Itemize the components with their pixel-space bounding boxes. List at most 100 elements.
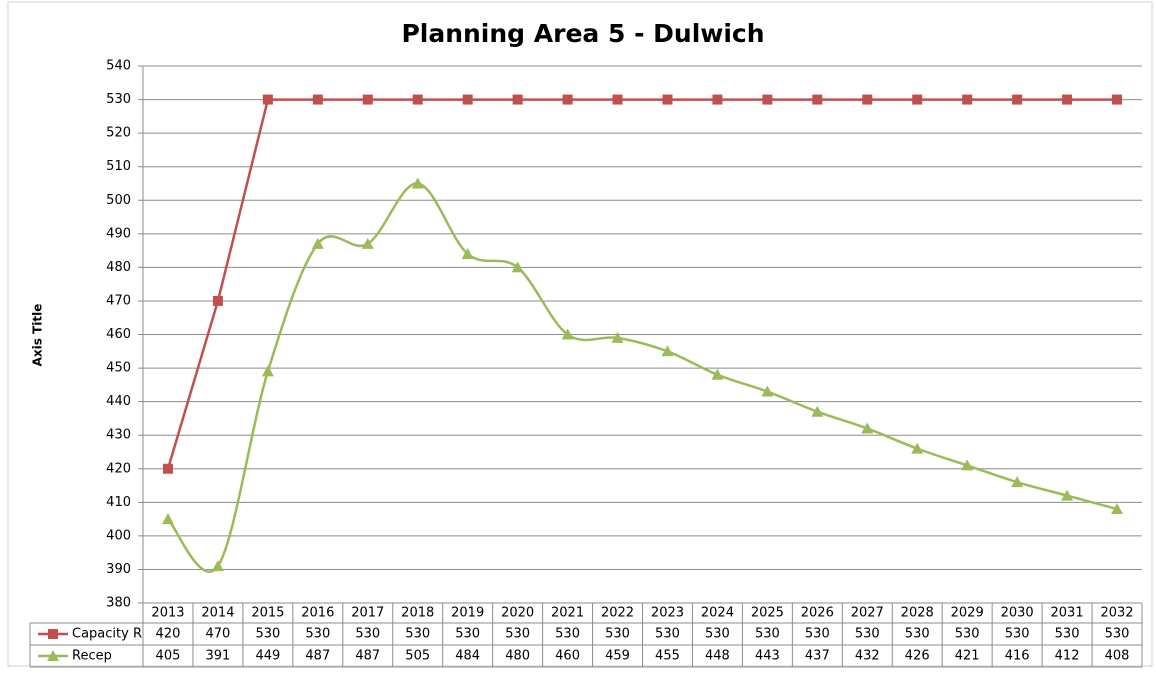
x-tick-label: 2018 [401, 606, 434, 621]
x-tick-label: 2016 [301, 606, 334, 621]
marker [212, 295, 223, 306]
marker [262, 94, 273, 105]
x-tick-label: 2028 [901, 606, 934, 621]
marker [712, 94, 723, 105]
x-tick-label: 2021 [551, 606, 584, 621]
table-value: 530 [755, 627, 780, 642]
marker [161, 513, 174, 525]
table-value: 530 [355, 627, 380, 642]
y-tick-label: 400 [106, 528, 131, 543]
y-tick-label: 510 [106, 159, 131, 174]
table-value: 530 [555, 627, 580, 642]
table-value: 530 [1005, 627, 1030, 642]
marker [461, 247, 474, 259]
y-tick-label: 460 [106, 327, 131, 342]
table-value: 530 [1105, 627, 1130, 642]
marker [762, 94, 773, 105]
table-value: 530 [805, 627, 830, 642]
marker [861, 422, 874, 434]
table-value: 530 [955, 627, 980, 642]
marker [311, 237, 324, 249]
x-tick-label: 2030 [1001, 606, 1034, 621]
marker [411, 177, 424, 189]
y-axis-title: Axis Title [31, 304, 45, 367]
table-value: 416 [1005, 649, 1030, 664]
marker [562, 94, 573, 105]
x-tick-label: 2027 [851, 606, 884, 621]
marker [662, 94, 673, 105]
x-tick-label: 2015 [251, 606, 284, 621]
legend-marker [48, 629, 58, 639]
y-tick-label: 540 [106, 59, 131, 74]
y-tick-label: 380 [106, 596, 131, 611]
table-value: 443 [755, 649, 780, 664]
marker [1011, 476, 1024, 488]
marker [1112, 94, 1123, 105]
marker [1062, 94, 1073, 105]
table-value: 487 [355, 649, 380, 664]
marker [261, 365, 274, 377]
x-tick-label: 2017 [351, 606, 384, 621]
marker [912, 94, 923, 105]
x-tick-label: 2032 [1100, 606, 1133, 621]
marker [561, 328, 574, 340]
marker [162, 463, 173, 474]
x-tick-label: 2023 [651, 606, 684, 621]
y-tick-label: 470 [106, 293, 131, 308]
marker [462, 94, 473, 105]
chart-title: Planning Area 5 - Dulwich [401, 19, 764, 48]
marker [811, 405, 824, 417]
table-value: 530 [455, 627, 480, 642]
marker [1012, 94, 1023, 105]
legend-label: Recep [72, 649, 112, 664]
table-value: 530 [905, 627, 930, 642]
x-tick-label: 2024 [701, 606, 734, 621]
y-tick-label: 500 [106, 193, 131, 208]
table-value: 530 [305, 627, 330, 642]
table-value: 530 [705, 627, 730, 642]
marker [211, 560, 224, 572]
table-value: 455 [655, 649, 680, 664]
table-value: 448 [705, 649, 730, 664]
table-value: 530 [1055, 627, 1080, 642]
y-tick-label: 440 [106, 394, 131, 409]
marker [962, 94, 973, 105]
marker [612, 94, 623, 105]
marker [312, 94, 323, 105]
table-value: 530 [405, 627, 430, 642]
table-value: 470 [206, 627, 231, 642]
marker [362, 94, 373, 105]
legend-marker [47, 650, 59, 661]
table-value: 530 [505, 627, 530, 642]
marker [761, 385, 774, 397]
table-value: 505 [405, 649, 430, 664]
marker [412, 94, 423, 105]
x-tick-label: 2029 [951, 606, 984, 621]
marker [361, 237, 374, 249]
table-value: 391 [206, 649, 231, 664]
table-value: 412 [1055, 649, 1080, 664]
x-tick-label: 2014 [201, 606, 234, 621]
x-tick-label: 2022 [601, 606, 634, 621]
marker [511, 261, 524, 273]
marker [961, 459, 974, 471]
marker [661, 345, 674, 357]
marker [862, 94, 873, 105]
series-line [166, 98, 1118, 470]
marker [911, 442, 924, 454]
table-value: 420 [156, 627, 181, 642]
x-tick-label: 2025 [751, 606, 784, 621]
y-tick-label: 530 [106, 92, 131, 107]
marker [812, 94, 823, 105]
y-tick-label: 450 [106, 361, 131, 376]
table-value: 421 [955, 649, 980, 664]
table-value: 480 [505, 649, 530, 664]
table-value: 437 [805, 649, 830, 664]
marker [611, 331, 624, 343]
table-value: 432 [855, 649, 880, 664]
table-value: 426 [905, 649, 930, 664]
x-tick-label: 2020 [501, 606, 534, 621]
table-value: 408 [1105, 649, 1130, 664]
table-value: 405 [156, 649, 181, 664]
